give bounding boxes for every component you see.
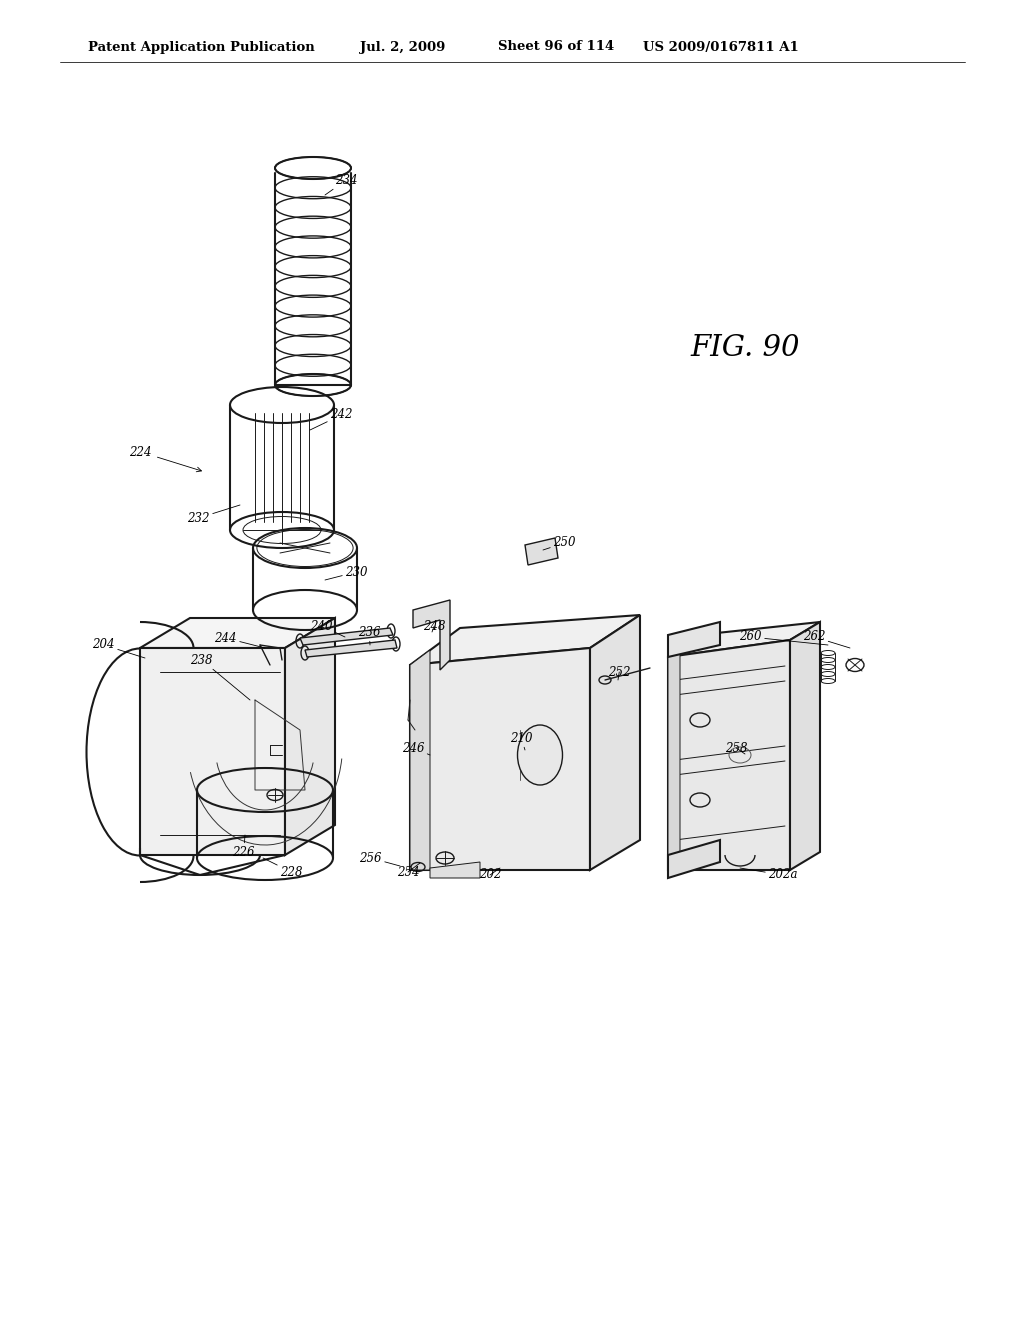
- Text: 260: 260: [739, 631, 828, 645]
- Text: 230: 230: [325, 565, 368, 579]
- Text: 252: 252: [608, 665, 631, 680]
- Polygon shape: [305, 640, 397, 657]
- Text: 226: 226: [232, 836, 255, 858]
- Text: 246: 246: [402, 742, 430, 755]
- Text: 250: 250: [543, 536, 575, 550]
- Text: 248: 248: [423, 619, 445, 632]
- Text: 258: 258: [725, 742, 748, 755]
- Text: 232: 232: [187, 506, 240, 524]
- Text: 240: 240: [310, 619, 345, 638]
- Ellipse shape: [517, 725, 562, 785]
- Polygon shape: [668, 840, 720, 878]
- Text: US 2009/0167811 A1: US 2009/0167811 A1: [643, 41, 799, 54]
- Polygon shape: [410, 649, 430, 870]
- Polygon shape: [668, 640, 790, 870]
- Polygon shape: [668, 648, 680, 870]
- Text: 256: 256: [359, 851, 400, 866]
- Text: FIG. 90: FIG. 90: [690, 334, 800, 362]
- Polygon shape: [430, 862, 480, 878]
- Polygon shape: [140, 618, 335, 648]
- Polygon shape: [300, 628, 393, 645]
- Text: 210: 210: [510, 731, 532, 750]
- Text: Jul. 2, 2009: Jul. 2, 2009: [360, 41, 445, 54]
- Polygon shape: [790, 622, 820, 870]
- Text: 244: 244: [214, 631, 265, 648]
- Text: 228: 228: [263, 858, 302, 879]
- Text: 236: 236: [358, 626, 381, 645]
- Polygon shape: [668, 622, 820, 657]
- Text: 234: 234: [325, 173, 357, 195]
- Polygon shape: [668, 622, 720, 657]
- Polygon shape: [410, 615, 640, 665]
- Polygon shape: [140, 648, 285, 855]
- Text: 262: 262: [803, 631, 850, 648]
- Polygon shape: [413, 601, 450, 671]
- Text: 224: 224: [129, 446, 202, 471]
- Text: 254: 254: [396, 863, 420, 879]
- Text: 242: 242: [310, 408, 352, 430]
- Polygon shape: [525, 539, 558, 565]
- Text: 238: 238: [190, 653, 250, 700]
- Polygon shape: [410, 648, 590, 870]
- Text: Patent Application Publication: Patent Application Publication: [88, 41, 314, 54]
- Text: Sheet 96 of 114: Sheet 96 of 114: [498, 41, 614, 54]
- Text: 204: 204: [92, 639, 145, 657]
- Text: 202: 202: [479, 869, 502, 882]
- Polygon shape: [285, 618, 335, 855]
- Polygon shape: [590, 615, 640, 870]
- Text: 202a: 202a: [740, 869, 798, 882]
